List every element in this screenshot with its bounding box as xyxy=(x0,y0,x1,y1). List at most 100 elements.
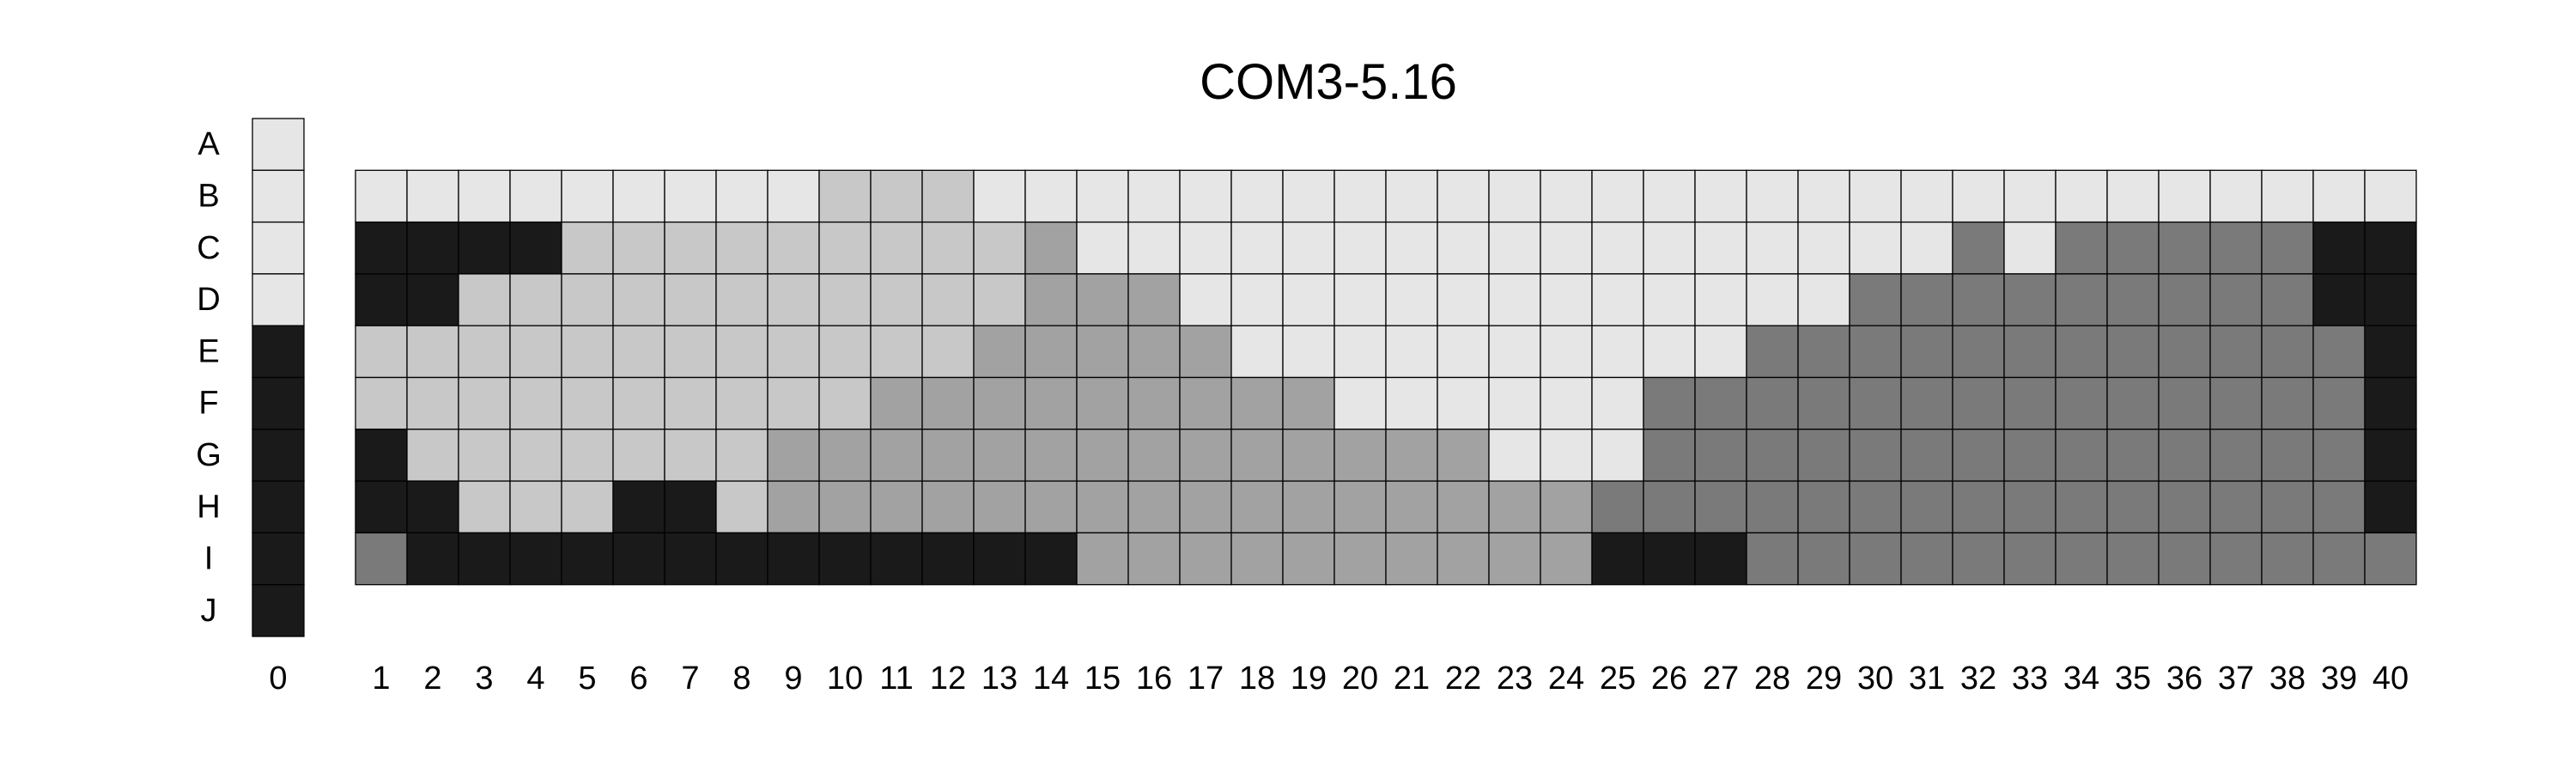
cell-D-33 xyxy=(2003,273,2057,326)
cell-C-36 xyxy=(2158,221,2211,275)
cell-B-22 xyxy=(1437,169,1490,223)
column-label-37: 37 xyxy=(2218,660,2254,697)
cell-I-9 xyxy=(767,532,820,586)
cell-H-31 xyxy=(1900,480,1953,534)
cell-G-10 xyxy=(818,429,872,482)
cell-G-33 xyxy=(2003,429,2057,482)
cell-F-36 xyxy=(2158,376,2211,430)
cell-G-27 xyxy=(1694,429,1747,482)
cell-H-28 xyxy=(1746,480,1799,534)
cell-G-39 xyxy=(2312,429,2366,482)
legend-cell-J xyxy=(252,584,305,637)
cell-I-5 xyxy=(561,532,614,586)
cell-I-40 xyxy=(2364,532,2417,586)
cell-E-7 xyxy=(664,325,717,379)
cell-C-15 xyxy=(1076,221,1129,275)
column-label-10: 10 xyxy=(827,660,863,697)
cell-I-4 xyxy=(509,532,562,586)
cell-H-2 xyxy=(406,480,459,534)
cell-I-10 xyxy=(818,532,872,586)
cell-B-32 xyxy=(1952,169,2005,223)
cell-I-14 xyxy=(1024,532,1078,586)
cell-F-21 xyxy=(1385,376,1438,430)
cell-B-13 xyxy=(973,169,1026,223)
cell-E-18 xyxy=(1230,325,1284,379)
cell-H-10 xyxy=(818,480,872,534)
column-label-15: 15 xyxy=(1084,660,1121,697)
cell-F-34 xyxy=(2055,376,2108,430)
cell-H-21 xyxy=(1385,480,1438,534)
cell-F-29 xyxy=(1797,376,1850,430)
cell-C-6 xyxy=(612,221,665,275)
cell-E-30 xyxy=(1849,325,1902,379)
column-label-28: 28 xyxy=(1754,660,1790,697)
cell-H-37 xyxy=(2209,480,2263,534)
cell-D-22 xyxy=(1437,273,1490,326)
cell-H-34 xyxy=(2055,480,2108,534)
cell-F-30 xyxy=(1849,376,1902,430)
cell-E-35 xyxy=(2106,325,2160,379)
cell-I-29 xyxy=(1797,532,1850,586)
cell-B-21 xyxy=(1385,169,1438,223)
cell-H-23 xyxy=(1488,480,1541,534)
cell-B-23 xyxy=(1488,169,1541,223)
cell-H-26 xyxy=(1643,480,1696,534)
cell-I-31 xyxy=(1900,532,1953,586)
cell-G-30 xyxy=(1849,429,1902,482)
cell-H-6 xyxy=(612,480,665,534)
cell-F-24 xyxy=(1540,376,1593,430)
cell-C-20 xyxy=(1334,221,1387,275)
cell-H-16 xyxy=(1127,480,1181,534)
cell-B-6 xyxy=(612,169,665,223)
cell-C-3 xyxy=(458,221,511,275)
cell-D-12 xyxy=(921,273,975,326)
cell-D-2 xyxy=(406,273,459,326)
row-label-C: C xyxy=(197,230,220,266)
column-label-19: 19 xyxy=(1291,660,1327,697)
legend-cell-A xyxy=(252,118,305,171)
cell-G-36 xyxy=(2158,429,2211,482)
legend-cell-F xyxy=(252,376,305,430)
cell-C-2 xyxy=(406,221,459,275)
cell-F-4 xyxy=(509,376,562,430)
cell-E-33 xyxy=(2003,325,2057,379)
column-label-27: 27 xyxy=(1703,660,1739,697)
column-label-1: 1 xyxy=(372,660,390,697)
cell-C-14 xyxy=(1024,221,1078,275)
cell-H-29 xyxy=(1797,480,1850,534)
legend-cell-C xyxy=(252,221,305,275)
cell-E-25 xyxy=(1591,325,1644,379)
column-label-5: 5 xyxy=(578,660,596,697)
cell-B-28 xyxy=(1746,169,1799,223)
cell-D-32 xyxy=(1952,273,2005,326)
cell-D-27 xyxy=(1694,273,1747,326)
cell-E-20 xyxy=(1334,325,1387,379)
cell-C-26 xyxy=(1643,221,1696,275)
cell-I-21 xyxy=(1385,532,1438,586)
row-label-J: J xyxy=(201,593,217,629)
cell-E-40 xyxy=(2364,325,2417,379)
cell-D-35 xyxy=(2106,273,2160,326)
cell-E-24 xyxy=(1540,325,1593,379)
cell-B-35 xyxy=(2106,169,2160,223)
cell-I-11 xyxy=(870,532,923,586)
column-label-26: 26 xyxy=(1651,660,1687,697)
cell-E-9 xyxy=(767,325,820,379)
cell-G-38 xyxy=(2261,429,2314,482)
column-label-11: 11 xyxy=(879,660,913,697)
legend-cell-G xyxy=(252,429,305,482)
cell-D-4 xyxy=(509,273,562,326)
cell-B-2 xyxy=(406,169,459,223)
cell-B-30 xyxy=(1849,169,1902,223)
column-label-3: 3 xyxy=(475,660,493,697)
cell-B-18 xyxy=(1230,169,1284,223)
cell-F-15 xyxy=(1076,376,1129,430)
cell-B-24 xyxy=(1540,169,1593,223)
cell-G-35 xyxy=(2106,429,2160,482)
cell-D-39 xyxy=(2312,273,2366,326)
cell-D-18 xyxy=(1230,273,1284,326)
cell-D-23 xyxy=(1488,273,1541,326)
cell-D-40 xyxy=(2364,273,2417,326)
cell-B-38 xyxy=(2261,169,2314,223)
cell-H-35 xyxy=(2106,480,2160,534)
